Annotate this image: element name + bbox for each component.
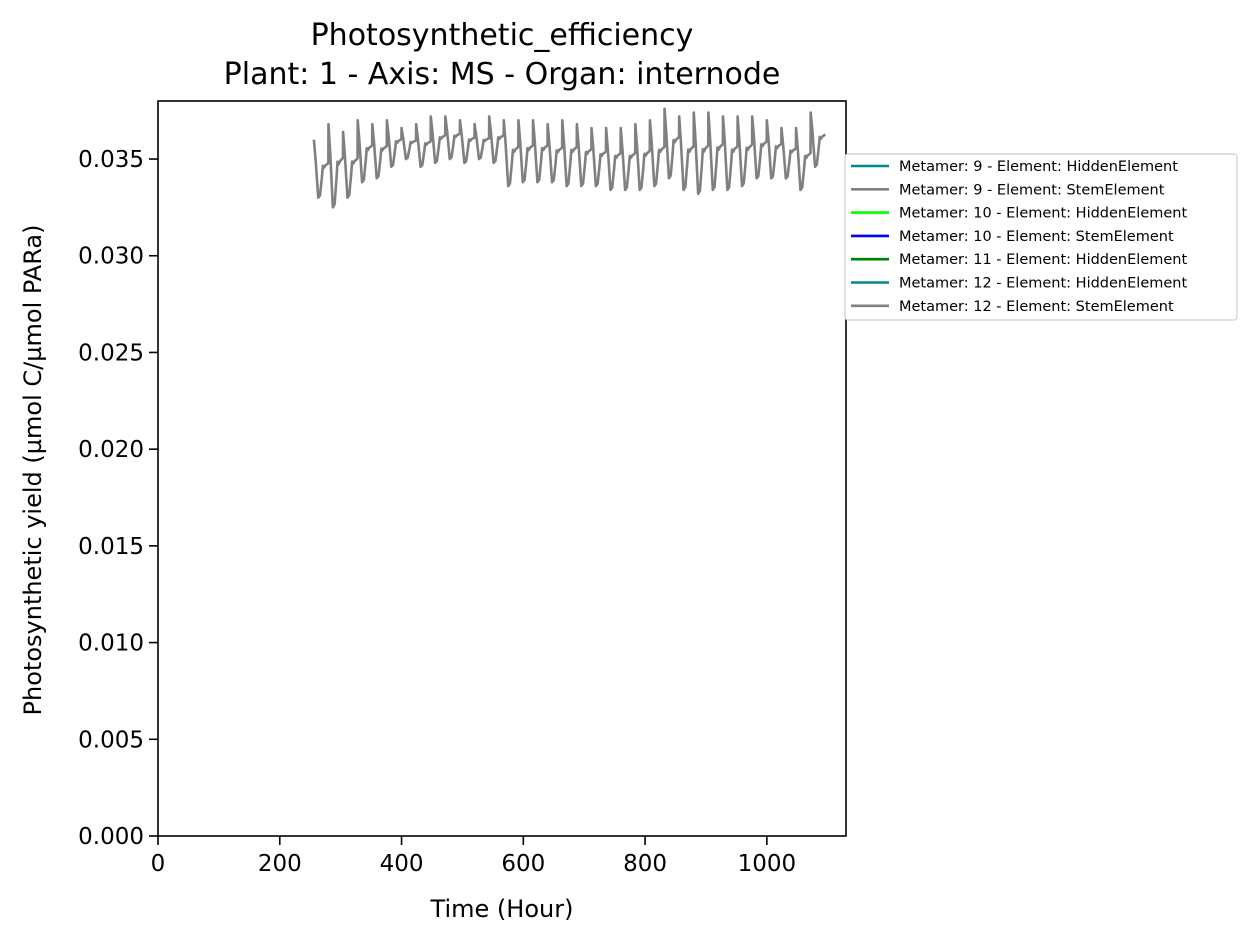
chart-title: Photosynthetic_efficiency	[311, 18, 694, 53]
x-tick-label: 200	[258, 851, 302, 877]
legend-label: Metamer: 12 - Element: StemElement	[899, 299, 1174, 315]
x-tick-label: 400	[380, 851, 424, 877]
y-axis: 0.000 0.005 0.010 0.015 0.020 0.025 0.030 0.035	[78, 147, 158, 850]
legend-label: Metamer: 10 - Element: HiddenElement	[899, 206, 1187, 222]
y-tick-label: 0.035	[78, 147, 144, 173]
series-layer	[312, 107, 827, 209]
y-tick-label: 0.015	[78, 534, 144, 560]
legend-frame	[844, 153, 1238, 321]
legend: Metamer: 9 - Element: HiddenElement Metam…	[844, 153, 1238, 321]
y-tick-label: 0.005	[78, 727, 144, 753]
x-tick-label: 600	[501, 851, 545, 877]
x-tick-label: 800	[623, 851, 667, 877]
legend-label: Metamer: 9 - Element: StemElement	[899, 182, 1165, 198]
series-line	[312, 107, 827, 209]
y-tick-label: 0.020	[78, 437, 144, 463]
legend-label: Metamer: 9 - Element: HiddenElement	[899, 159, 1178, 175]
legend-label: Metamer: 11 - Element: HiddenElement	[899, 252, 1187, 268]
y-axis-label: Photosynthetic yield (µmol C/µmol PARa)	[19, 225, 47, 716]
chart-subtitle: Plant: 1 - Axis: MS - Organ: internode	[224, 57, 781, 92]
legend-label: Metamer: 10 - Element: StemElement	[899, 229, 1174, 245]
y-tick-label: 0.010	[78, 631, 144, 657]
y-tick-label: 0.030	[78, 244, 144, 270]
x-tick-label: 1000	[738, 851, 797, 877]
y-tick-label: 0.000	[78, 824, 144, 850]
plot-area-frame	[157, 100, 847, 837]
x-tick-label: 0	[151, 851, 166, 877]
legend-label: Metamer: 12 - Element: HiddenElement	[899, 276, 1187, 292]
y-tick-label: 0.025	[78, 340, 144, 366]
x-axis: 0 200 400 600 800 1000	[151, 836, 796, 877]
x-axis-label: Time (Hour)	[430, 895, 574, 923]
